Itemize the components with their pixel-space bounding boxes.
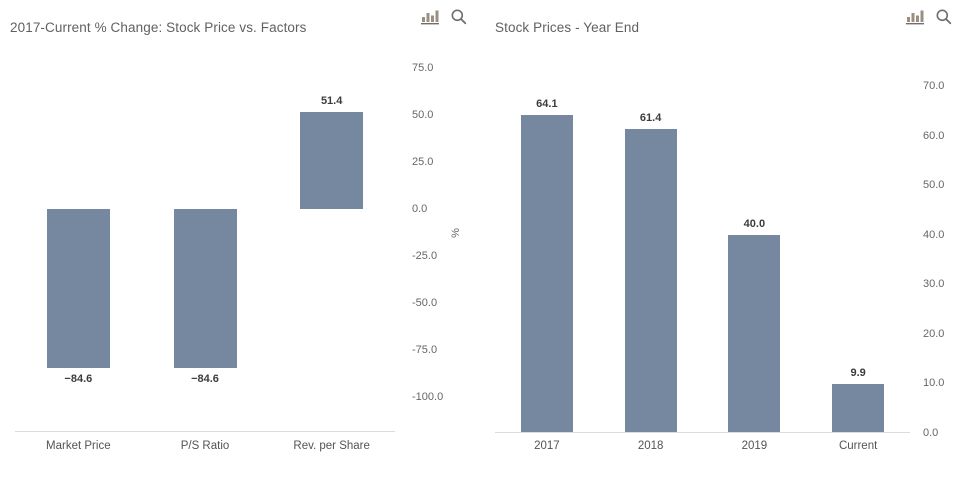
x-axis-line	[495, 432, 910, 433]
bar-value-label: 9.9	[850, 366, 866, 379]
panel-pct-change-chart: 2017-Current % Change: Stock Price vs. F…	[0, 0, 479, 477]
magnifier-icon[interactable]	[935, 8, 953, 26]
y-axis-tick-label: -100.0	[412, 391, 444, 403]
y-axis-tick-label: -50.0	[412, 297, 438, 309]
bar-value-label: −84.6	[191, 373, 219, 386]
y-axis-tick-label: -75.0	[412, 344, 438, 356]
y-axis-tick-label: 75.0	[412, 62, 434, 74]
y-axis-tick-label: 50.0	[923, 179, 945, 192]
bar-value-label: 51.4	[320, 95, 343, 108]
x-axis-category-label: P/S Ratio	[180, 440, 230, 452]
bar-2017[interactable]	[520, 115, 573, 432]
bar-2018[interactable]	[624, 128, 677, 432]
y-axis-tick-label: 60.0	[923, 129, 945, 142]
panel-stock-prices-chart: Stock Prices - Year End	[480, 0, 959, 477]
y-axis-tick-label: 25.0	[412, 156, 434, 168]
y-axis-tick-label: -25.0	[412, 250, 438, 262]
chart-toolbar	[906, 8, 953, 26]
x-axis-category-label: 2017	[534, 440, 560, 452]
plot-area: 70.0 60.0 50.0 40.0 30.0 20.0 10.0 0.0 64.1 2017 6…	[480, 0, 959, 477]
chart-toolbar	[421, 8, 468, 26]
chart-title: Stock Prices - Year End	[495, 20, 640, 35]
bar-value-label: 64.1	[536, 98, 558, 111]
y-axis-tick-label: 10.0	[923, 377, 945, 390]
plot-area: 75.0 50.0 25.0 0.0 -25.0 -50.0 -75.0 -100.0% −84…	[0, 0, 479, 477]
column-chart-icon[interactable]	[421, 9, 441, 25]
y-axis-title: %	[450, 227, 462, 238]
column-chart-icon[interactable]	[906, 9, 926, 25]
bar-value-label: −84.6	[64, 373, 93, 386]
x-axis-category-label: Market Price	[46, 440, 111, 452]
y-axis-tick-label: 0.0	[412, 203, 428, 215]
x-axis-category-label: Current	[838, 440, 878, 452]
y-axis-tick-label: 40.0	[923, 228, 945, 241]
bar-current[interactable]	[832, 383, 885, 432]
x-axis-category-label: 2019	[741, 440, 768, 452]
magnifier-icon[interactable]	[450, 8, 468, 26]
bar-p-s-ratio[interactable]	[173, 209, 237, 369]
x-axis-category-label: 2018	[637, 440, 664, 452]
y-axis-tick-label: 0.0	[923, 427, 939, 439]
y-axis-tick-label: 30.0	[923, 278, 945, 291]
y-axis-tick-label: 70.0	[923, 80, 945, 92]
bar-2019[interactable]	[728, 234, 781, 432]
bar-market-price[interactable]	[46, 209, 110, 369]
bar-rev-per-share[interactable]	[300, 112, 364, 209]
y-axis-tick-label: 50.0	[412, 109, 434, 121]
x-axis-category-label: Rev. per Share	[293, 440, 370, 452]
x-axis-line	[15, 431, 395, 432]
chart-title: 2017-Current % Change: Stock Price vs. F…	[10, 20, 307, 35]
y-axis-tick-label: 20.0	[923, 327, 945, 340]
bar-value-label: 61.4	[639, 111, 662, 124]
bar-value-label: 40.0	[743, 217, 766, 230]
